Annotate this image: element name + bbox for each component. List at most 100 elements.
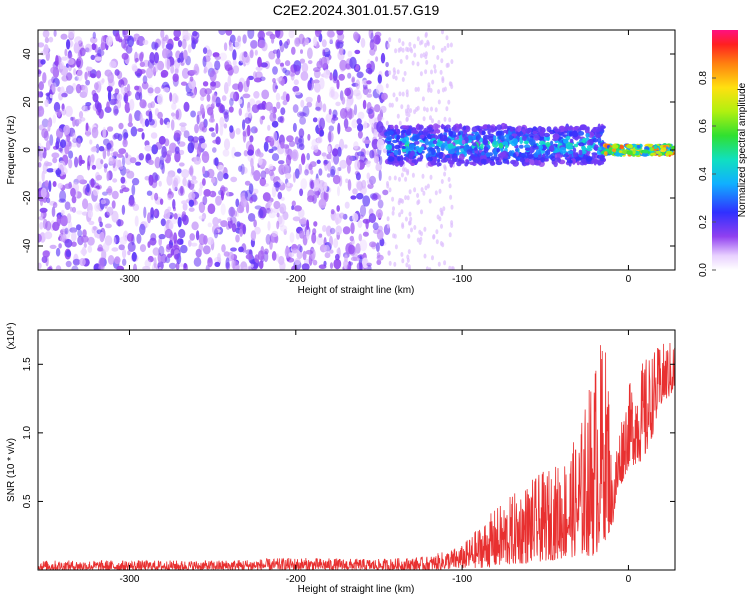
spectrogram-noise-cell [307, 133, 311, 141]
spectrogram-noise-cell [183, 130, 190, 139]
spectrogram-noise-cell [378, 169, 382, 181]
spectrogram-noise-cell [72, 82, 77, 91]
spectrogram-noise-cell [374, 31, 382, 38]
spectrogram-signal-cell [512, 153, 517, 158]
spectrogram-noise-cell [413, 52, 417, 58]
spectrogram-noise-cell [431, 118, 434, 124]
x-tick-label: -100 [452, 574, 472, 585]
spectrogram-noise-cell [245, 249, 253, 255]
spectrogram-noise-cell [400, 104, 404, 110]
spectrogram-noise-cell [307, 60, 313, 65]
spectrogram-noise-cell [154, 174, 160, 181]
spectrogram-noise-cell [356, 181, 364, 191]
spectrogram-noise-cell [325, 113, 334, 123]
spectrogram-signal-cell [491, 161, 496, 166]
spectrogram-signal-cell [405, 145, 410, 153]
spectrogram-noise-cell [212, 147, 217, 153]
spectrogram-noise-cell [301, 62, 309, 73]
spectrogram-signal-cell [576, 160, 580, 166]
spectrogram-signal-cell [490, 126, 495, 133]
colorbar-tick-label: 0.2 [698, 215, 709, 229]
spectrogram-noise-cell [326, 225, 332, 237]
spectrogram-noise-cell [42, 250, 50, 258]
spectrogram-noise-cell [38, 42, 45, 48]
spectrogram-noise-cell [388, 260, 392, 266]
spectrogram-signal-cell [533, 134, 540, 141]
spectrogram-signal-cell [585, 133, 590, 138]
spectrogram-noise-cell [268, 210, 277, 219]
spectrogram-noise-cell [49, 83, 56, 95]
spectrogram-signal-cell [485, 152, 491, 158]
spectrogram-noise-cell [58, 243, 62, 249]
spectrogram-noise-cell [159, 118, 164, 126]
spectrogram-noise-cell [47, 121, 51, 132]
spectrogram-noise-cell [189, 233, 195, 241]
spectrogram-signal-cell [438, 151, 444, 159]
spectrogram-noise-cell [38, 91, 41, 98]
spectrogram-noise-cell [279, 39, 283, 47]
spectrogram-noise-cell [263, 251, 269, 263]
spectrogram-noise-cell [158, 245, 165, 257]
spectrogram-signal-cell [482, 137, 487, 145]
spectrogram-noise-cell [379, 237, 385, 247]
spectrogram-carrier-cell [616, 148, 620, 152]
spectrogram-signal-cell [512, 160, 519, 167]
spectrogram-noise-cell [182, 177, 187, 187]
spectrogram-noise-cell [273, 200, 281, 210]
spectrogram-signal-cell [592, 127, 597, 133]
spectrogram-noise-cell [151, 65, 156, 73]
spectrogram-noise-cell [261, 89, 270, 100]
spectrogram-noise-cell [375, 242, 380, 253]
colorbar-ticks: 0.0 0.2 0.4 0.6 0.8 [698, 71, 716, 277]
spectrogram-signal-cell [559, 146, 567, 154]
spectrogram-noise-cell [392, 92, 396, 98]
spectrogram-signal-cell [519, 138, 524, 145]
spectrogram-noise-cell [278, 255, 285, 266]
spectrogram-noise-cell [108, 156, 116, 165]
spectrogram-noise-cell [249, 135, 254, 143]
spectrogram-signal-cell [386, 135, 393, 141]
spectrogram-noise-cell [227, 67, 234, 76]
spectrogram-noise-cell [78, 111, 84, 119]
spectrogram-noise-cell [189, 165, 194, 177]
spectrogram-signal-cell [496, 124, 503, 131]
spectrogram-signal-cell [439, 138, 447, 142]
spectrogram-noise-cell [193, 257, 202, 267]
spectrogram-y-axis-label: Frequency (Hz) [6, 116, 17, 185]
spectrogram-noise-cell [242, 266, 249, 270]
spectrogram-noise-cell [369, 241, 377, 248]
spectrogram-signal-cell [521, 128, 527, 133]
spectrogram-noise-cell [52, 181, 57, 187]
spectrogram-noise-cell [380, 105, 387, 114]
spectrogram-noise-cell [339, 212, 345, 219]
spectrogram-noise-cell [56, 214, 61, 227]
spectrogram-noise-cell [430, 69, 433, 75]
spectrogram-noise-cell [247, 30, 255, 39]
spectrogram-noise-cell [405, 46, 409, 52]
spectrogram-signal-cell [480, 155, 487, 160]
spectrogram-noise-cell [38, 181, 42, 189]
spectrogram-noise-cell [198, 201, 206, 213]
spectrogram-signal-cell [571, 130, 579, 138]
spectrogram-noise-cell [253, 219, 257, 228]
spectrogram-noise-cell [151, 41, 157, 50]
spectrogram-noise-cell [411, 60, 415, 66]
spectrogram-noise-cell [432, 234, 436, 240]
spectrogram-signal-cell [444, 140, 448, 147]
spectrogram-noise-cell [169, 218, 177, 225]
spectrogram-noise-cell [283, 228, 287, 235]
spectrogram-noise-cell [144, 259, 152, 268]
spectrogram-noise-cell [244, 117, 252, 124]
spectrogram-noise-cell [299, 188, 304, 197]
spectrogram-noise-cell [354, 159, 361, 171]
spectrogram-noise-cell [64, 238, 73, 248]
spectrogram-noise-cell [64, 227, 69, 235]
spectrogram-noise-cell [253, 91, 260, 99]
spectrogram-noise-cell [445, 35, 449, 41]
spectrogram-noise-cell [214, 261, 221, 267]
spectrogram-noise-cell [89, 154, 95, 166]
spectrogram-noise-cell [102, 191, 108, 196]
spectrogram-noise-cell [90, 54, 96, 61]
spectrogram-noise-cell [291, 248, 298, 254]
spectrogram-carrier-cell [626, 144, 633, 149]
